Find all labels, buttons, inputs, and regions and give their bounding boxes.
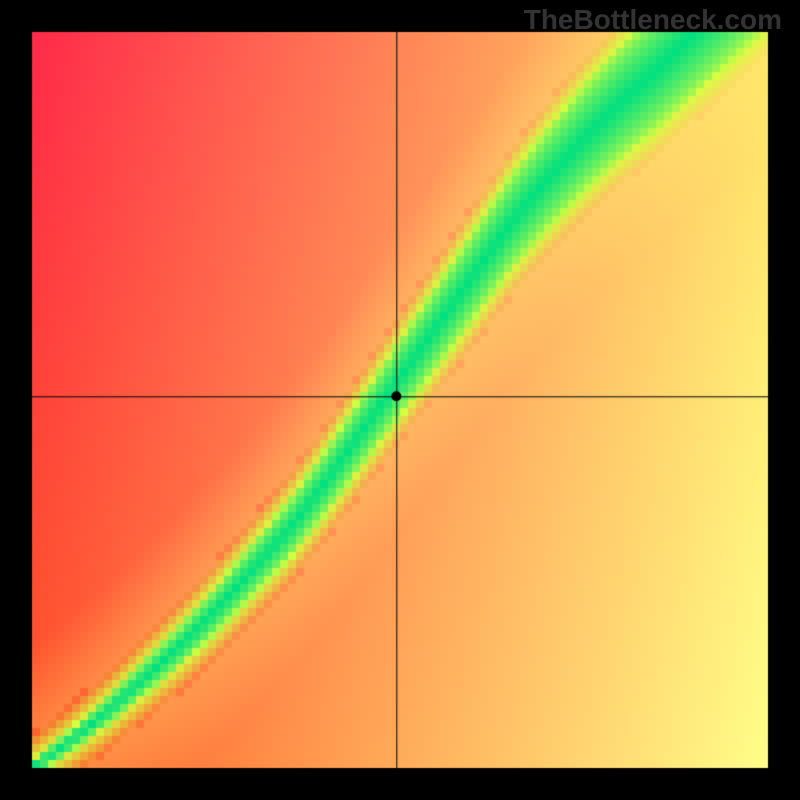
chart-container: TheBottleneck.com: [0, 0, 800, 800]
bottleneck-heatmap: [0, 0, 800, 800]
watermark-text: TheBottleneck.com: [524, 4, 782, 36]
